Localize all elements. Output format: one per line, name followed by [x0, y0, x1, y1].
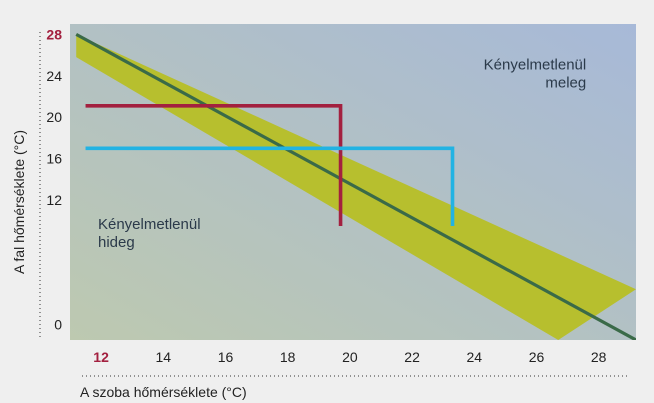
x-tick-label: 22 — [404, 349, 420, 365]
example-line-blue — [85, 146, 455, 227]
x-tick-label: 16 — [218, 349, 234, 365]
y-tick-label: 0 — [54, 316, 62, 332]
y-tick-label: 20 — [46, 109, 62, 125]
annotation-line: Kényelmetlenül — [98, 216, 201, 233]
x-tick-label: 12 — [93, 349, 109, 365]
y-axis-title: A fal hőmérséklete (°C) — [11, 130, 27, 274]
y-tick-label: 24 — [46, 68, 62, 84]
annotation-warm: Kényelmetlenül meleg — [484, 57, 587, 92]
x-tick-label: 14 — [156, 349, 172, 365]
x-tick-label: 24 — [466, 349, 482, 365]
annotation-line: Kényelmetlenül — [484, 57, 587, 74]
annotation-cold: Kényelmetlenül hideg — [98, 216, 201, 251]
x-tick-label: 28 — [591, 349, 607, 365]
comfort-line — [75, 32, 636, 340]
annotation-line: hideg — [98, 234, 135, 251]
annotation-line: meleg — [545, 75, 586, 92]
x-tick-label: 18 — [280, 349, 296, 365]
y-tick-label: 16 — [46, 151, 62, 167]
example-line-red — [85, 104, 343, 227]
x-axis-title: A szoba hőmérséklete (°C) — [80, 384, 247, 400]
x-tick-label: 20 — [342, 349, 358, 365]
y-tick-label: 28 — [46, 26, 62, 42]
x-tick-label: 26 — [529, 349, 545, 365]
y-tick-label: 12 — [46, 192, 62, 208]
